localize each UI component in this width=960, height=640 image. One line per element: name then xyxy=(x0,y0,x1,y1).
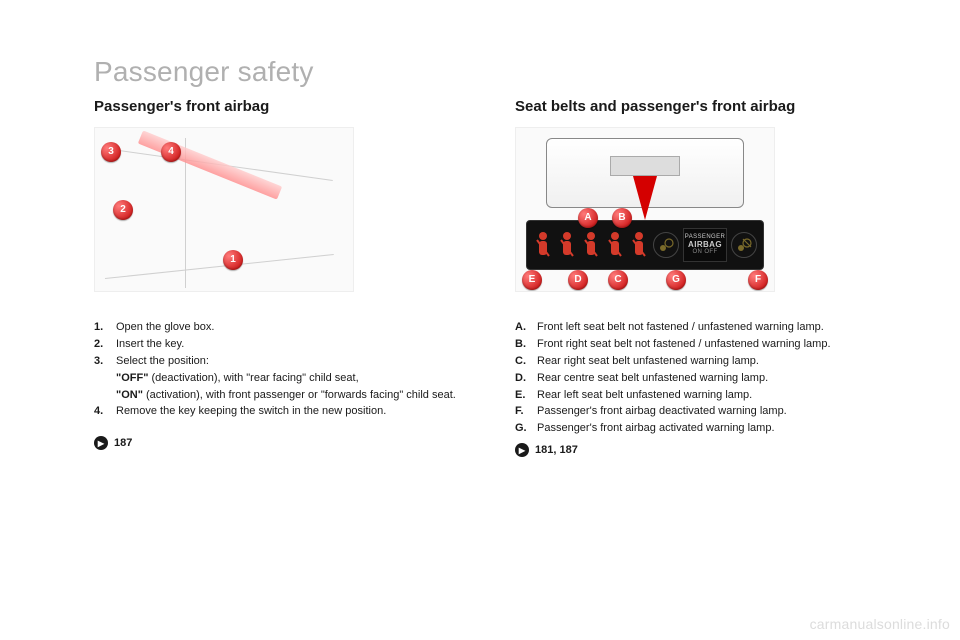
airbag-off-icon xyxy=(731,232,757,258)
sketch-line xyxy=(105,254,334,279)
step-3b: "ON" (activation), with front passenger … xyxy=(94,388,479,404)
legend-C: C.Rear right seat belt unfastened warnin… xyxy=(515,354,900,370)
step-num: 4. xyxy=(94,404,116,420)
ref-text: 181, 187 xyxy=(535,444,578,456)
marker-C: C xyxy=(608,270,628,290)
legend-list: A.Front left seat belt not fastened / un… xyxy=(515,320,900,438)
step-text: Remove the key keeping the switch in the… xyxy=(116,404,479,420)
ref-text: 187 xyxy=(114,437,132,449)
seatbelt-icon xyxy=(605,228,625,262)
marker-1: 1 xyxy=(223,250,243,270)
step-3a: "OFF" (deactivation), with "rear facing"… xyxy=(94,371,479,387)
marker-D: D xyxy=(568,270,588,290)
legend-letter: E. xyxy=(515,388,537,404)
legend-text: Front left seat belt not fastened / unfa… xyxy=(537,320,900,336)
step-text: "OFF" (deactivation), with "rear facing"… xyxy=(116,371,479,387)
legend-text: Rear right seat belt unfastened warning … xyxy=(537,354,900,370)
marker-E: E xyxy=(522,270,542,290)
step-text: Insert the key. xyxy=(116,337,479,353)
marker-2: 2 xyxy=(113,200,133,220)
legend-letter: B. xyxy=(515,337,537,353)
dashboard-screen xyxy=(610,156,680,176)
step-1: 1.Open the glove box. xyxy=(94,320,479,336)
figure-seatbelt-panel: PASSENGER AIRBAG ON OFF A B E D C G F xyxy=(515,127,775,292)
marker-F: F xyxy=(748,270,768,290)
step-num xyxy=(94,388,116,404)
seatbelt-icon xyxy=(629,228,649,262)
legend-G: G.Passenger's front airbag activated war… xyxy=(515,421,900,437)
marker-G: G xyxy=(666,270,686,290)
step-text: "ON" (activation), with front passenger … xyxy=(116,388,479,404)
legend-A: A.Front left seat belt not fastened / un… xyxy=(515,320,900,336)
right-column: Seat belts and passenger's front airbag xyxy=(515,98,900,457)
step-2: 2.Insert the key. xyxy=(94,337,479,353)
legend-text: Rear left seat belt unfastened warning l… xyxy=(537,388,900,404)
airbag-on-icon xyxy=(653,232,679,258)
legend-B: B.Front right seat belt not fastened / u… xyxy=(515,337,900,353)
watermark: carmanualsonline.info xyxy=(810,616,950,632)
step-text: Open the glove box. xyxy=(116,320,479,336)
seatbelt-icon xyxy=(557,228,577,262)
figure-airbag-switch: 3 4 2 1 xyxy=(94,127,354,292)
legend-letter: A. xyxy=(515,320,537,336)
page-ref-left: ▶ 187 xyxy=(94,436,479,450)
legend-letter: C. xyxy=(515,354,537,370)
legend-D: D.Rear centre seat belt unfastened warni… xyxy=(515,371,900,387)
step-text: Select the position: xyxy=(116,354,479,370)
step-num xyxy=(94,371,116,387)
ref-arrow-icon: ▶ xyxy=(94,436,108,450)
step-num: 3. xyxy=(94,354,116,370)
legend-letter: F. xyxy=(515,404,537,420)
red-pointer xyxy=(633,176,657,220)
legend-F: F.Passenger's front airbag deactivated w… xyxy=(515,404,900,420)
legend-text: Front right seat belt not fastened / unf… xyxy=(537,337,900,353)
step-num: 1. xyxy=(94,320,116,336)
marker-A: A xyxy=(578,208,598,228)
legend-text: Rear centre seat belt unfastened warning… xyxy=(537,371,900,387)
legend-text: Passenger's front airbag deactivated war… xyxy=(537,404,900,420)
airbag-label-box: PASSENGER AIRBAG ON OFF xyxy=(683,228,727,262)
page-ref-right: ▶ 181, 187 xyxy=(515,443,900,457)
warning-panel: PASSENGER AIRBAG ON OFF xyxy=(526,220,764,270)
legend-letter: D. xyxy=(515,371,537,387)
left-column: Passenger's front airbag 3 4 2 1 1.Open … xyxy=(94,98,479,457)
legend-text: Passenger's front airbag activated warni… xyxy=(537,421,900,437)
left-heading: Passenger's front airbag xyxy=(94,98,479,117)
legend-letter: G. xyxy=(515,421,537,437)
ref-arrow-icon: ▶ xyxy=(515,443,529,457)
right-heading: Seat belts and passenger's front airbag xyxy=(515,98,900,117)
seatbelt-icon xyxy=(581,228,601,262)
step-3: 3.Select the position: xyxy=(94,354,479,370)
marker-3: 3 xyxy=(101,142,121,162)
steps-list: 1.Open the glove box. 2.Insert the key. … xyxy=(94,320,479,421)
airbag-label-main: AIRBAG xyxy=(688,240,722,249)
step-4: 4.Remove the key keeping the switch in t… xyxy=(94,404,479,420)
marker-4: 4 xyxy=(161,142,181,162)
step-num: 2. xyxy=(94,337,116,353)
airbag-label-sub: ON OFF xyxy=(692,249,717,255)
seatbelt-icon xyxy=(533,228,553,262)
legend-E: E.Rear left seat belt unfastened warning… xyxy=(515,388,900,404)
content-columns: Passenger's front airbag 3 4 2 1 1.Open … xyxy=(94,98,900,457)
marker-B: B xyxy=(612,208,632,228)
page-title: Passenger safety xyxy=(94,56,900,88)
key-beam xyxy=(138,130,282,199)
